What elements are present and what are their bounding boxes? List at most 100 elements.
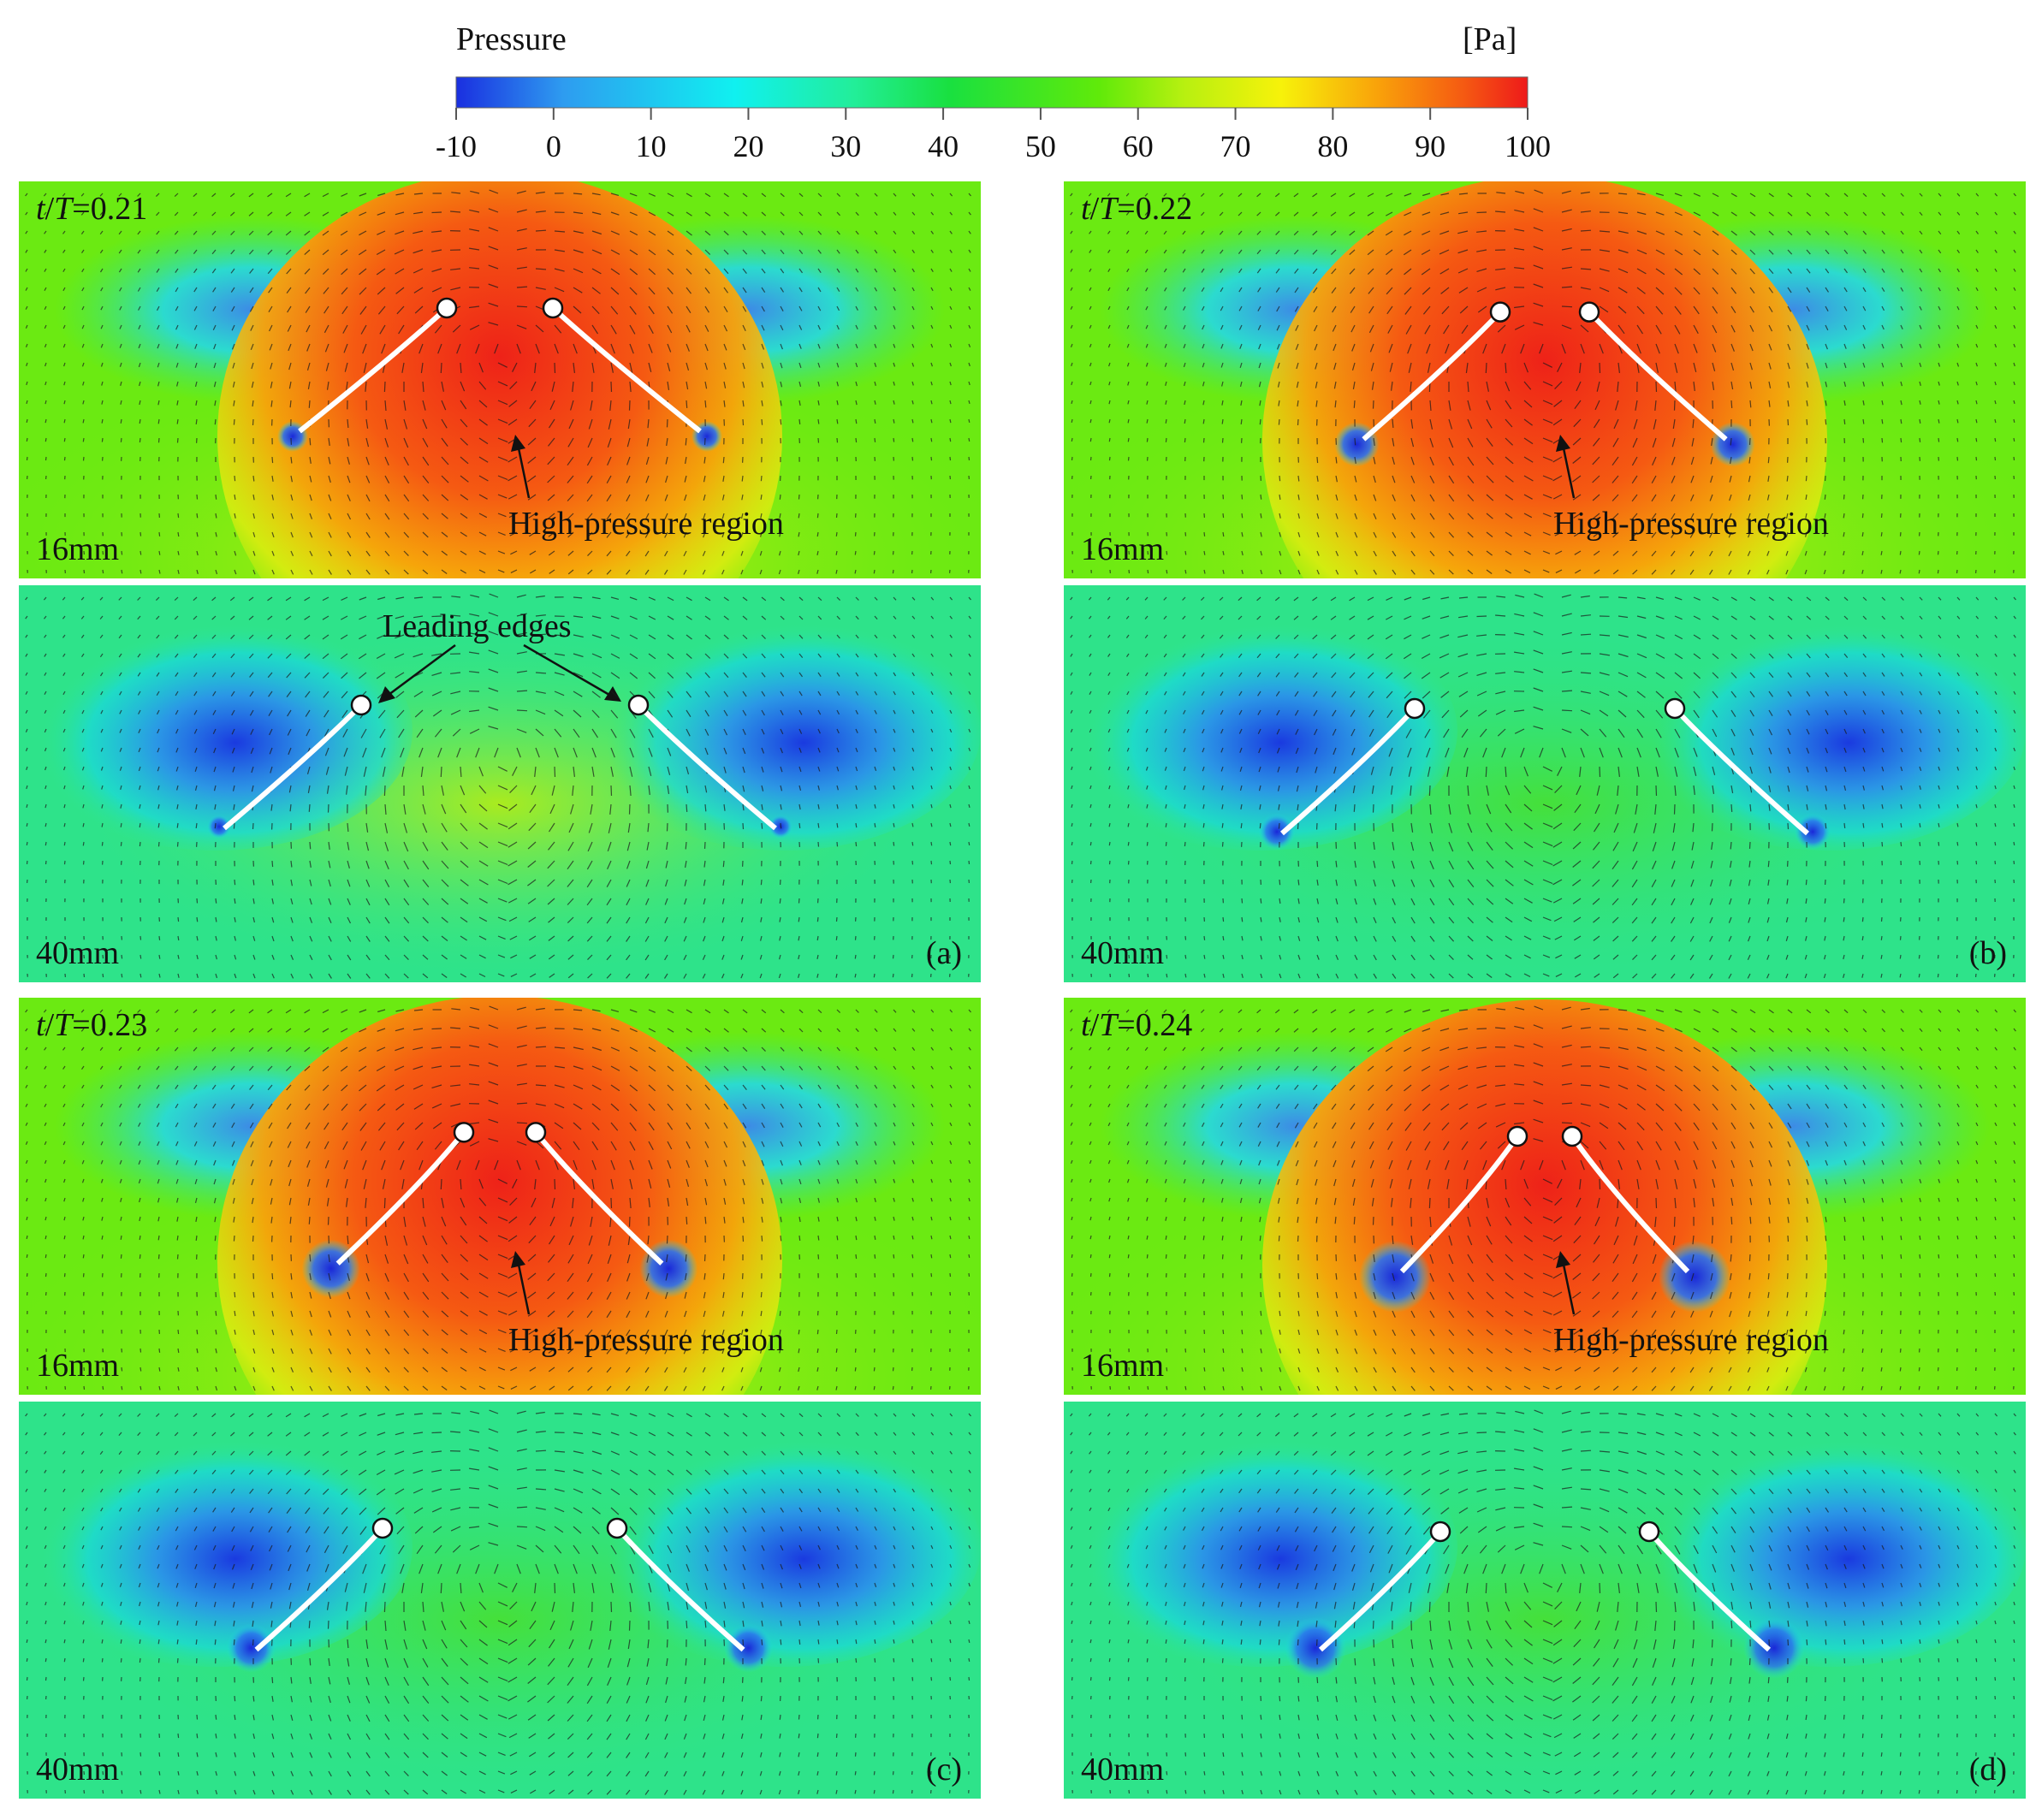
left-wing [1318,1530,1443,1652]
right-wing [636,703,777,831]
right-wing [1570,1135,1690,1274]
leading-edge-marker [1638,1521,1660,1543]
colorbar-tick-label: 100 [1505,129,1551,163]
distance-label: 16mm [36,1348,120,1384]
velocity-vectors [25,189,971,575]
right-wing [614,1526,745,1652]
wings [1399,1125,1690,1274]
left-wing [254,1526,385,1652]
colorbar-tick-label: 10 [635,129,667,163]
leading-edge-marker [1664,697,1686,720]
pressure-field [19,585,981,982]
right-wing [550,305,702,434]
velocity-vectors [1070,593,2016,979]
right-wing [533,1130,664,1266]
high-pressure-annotation: High-pressure region [508,506,784,542]
leading-edge-marker [542,297,564,319]
leading-edge-marker [1506,1125,1528,1147]
left-wing [335,1130,466,1266]
distance-label: 40mm [1081,935,1165,971]
leading-edge-marker [1404,697,1426,720]
panel-a-bottom: Leading edges 40mm (a) [19,585,981,982]
leading-edge-marker [525,1122,547,1143]
colorbar-tick-label: 0 [545,129,561,163]
wings [298,297,702,434]
distance-label: 40mm [36,1752,120,1787]
panel-letter: (d) [1968,1752,2007,1787]
colorbar-tick-label: 20 [733,129,764,163]
distance-label: 16mm [1081,1348,1165,1384]
velocity-vectors [25,1005,971,1391]
distance-label: 40mm [1081,1752,1165,1787]
leading-edge-marker [606,1517,628,1539]
leading-edge-marker [1561,1125,1583,1147]
pressure-field [19,1402,981,1799]
colorbar-title: Pressure [456,21,567,57]
pressure-contours [1064,181,2026,578]
distance-label: 16mm [1081,531,1165,567]
leading-edge-marker [627,694,650,716]
time-label: t/T=0.21 [36,191,148,227]
leading-edge-marker [453,1122,475,1143]
colorbar-tick-label: 80 [1317,129,1349,163]
colorbar-gradient [455,76,1528,109]
velocity-vectors [1070,1409,2016,1795]
left-wing [1399,1135,1520,1274]
right-wing [1672,706,1809,836]
pressure-field [1064,181,2026,578]
left-wing [298,305,449,434]
time-label: t/T=0.22 [1081,191,1193,227]
colorbar-tick-label: 50 [1024,129,1056,163]
pressure-contours [19,585,981,982]
time-label: t/T=0.23 [36,1007,148,1043]
leading-edge-marker [1489,301,1511,323]
high-pressure-annotation: High-pressure region [1553,506,1829,542]
distance-label: 16mm [36,531,120,567]
panel-b-bottom: 40mm (b) [1064,585,2026,982]
pressure-contours [19,1402,981,1799]
left-wing [1280,706,1417,836]
panel-a-top: t/T=0.21 16mm High-pressure region [19,181,981,578]
high-pressure-annotation: High-pressure region [1553,1322,1829,1358]
left-wing [223,703,364,831]
colorbar-unit: [Pa] [1463,21,1517,57]
pressure-contours [19,998,981,1395]
panel-b-top: t/T=0.22 16mm High-pressure region [1064,181,2026,578]
leading-edge-marker [371,1517,394,1539]
panel-letter: (b) [1968,935,2007,971]
wings [335,1122,664,1266]
panel-letter: (a) [925,935,962,971]
colorbar-tick-label: 60 [1122,129,1154,163]
panel-c-bottom: 40mm (c) [19,1402,981,1799]
leading-edge-marker [350,694,372,716]
high-pressure-annotation: High-pressure region [508,1322,784,1358]
velocity-vectors [1070,189,2016,575]
wings [1280,697,1809,836]
panel-d-bottom: 40mm (d) [1064,1402,2026,1799]
pressure-contours [1064,585,2026,982]
velocity-vectors [25,1409,971,1795]
time-label: t/T=0.24 [1081,1007,1193,1043]
right-wing [1647,1530,1772,1652]
distance-label: 40mm [36,935,120,971]
pressure-field [1064,1402,2026,1799]
leading-edges-annotation: Leading edges [383,608,572,644]
pressure-field [1064,998,2026,1395]
panel-c-top: t/T=0.23 16mm High-pressure region [19,998,981,1395]
pressure-field [1064,585,2026,982]
wings [223,694,777,831]
left-wing [1362,310,1503,442]
colorbar-tick-label: 90 [1415,129,1446,163]
pressure-contours [1064,998,2026,1395]
colorbar-tick-label: 40 [928,129,959,163]
wings [1318,1521,1772,1652]
wings [1362,301,1728,442]
colorbar-tick-label: -10 [436,129,477,163]
panel-letter: (c) [925,1752,962,1787]
panel-d-top: t/T=0.24 16mm High-pressure region [1064,998,2026,1395]
colorbar-tick-label: 30 [830,129,862,163]
velocity-vectors [1070,1005,2016,1391]
wings [254,1517,745,1652]
colorbar [455,76,1528,120]
